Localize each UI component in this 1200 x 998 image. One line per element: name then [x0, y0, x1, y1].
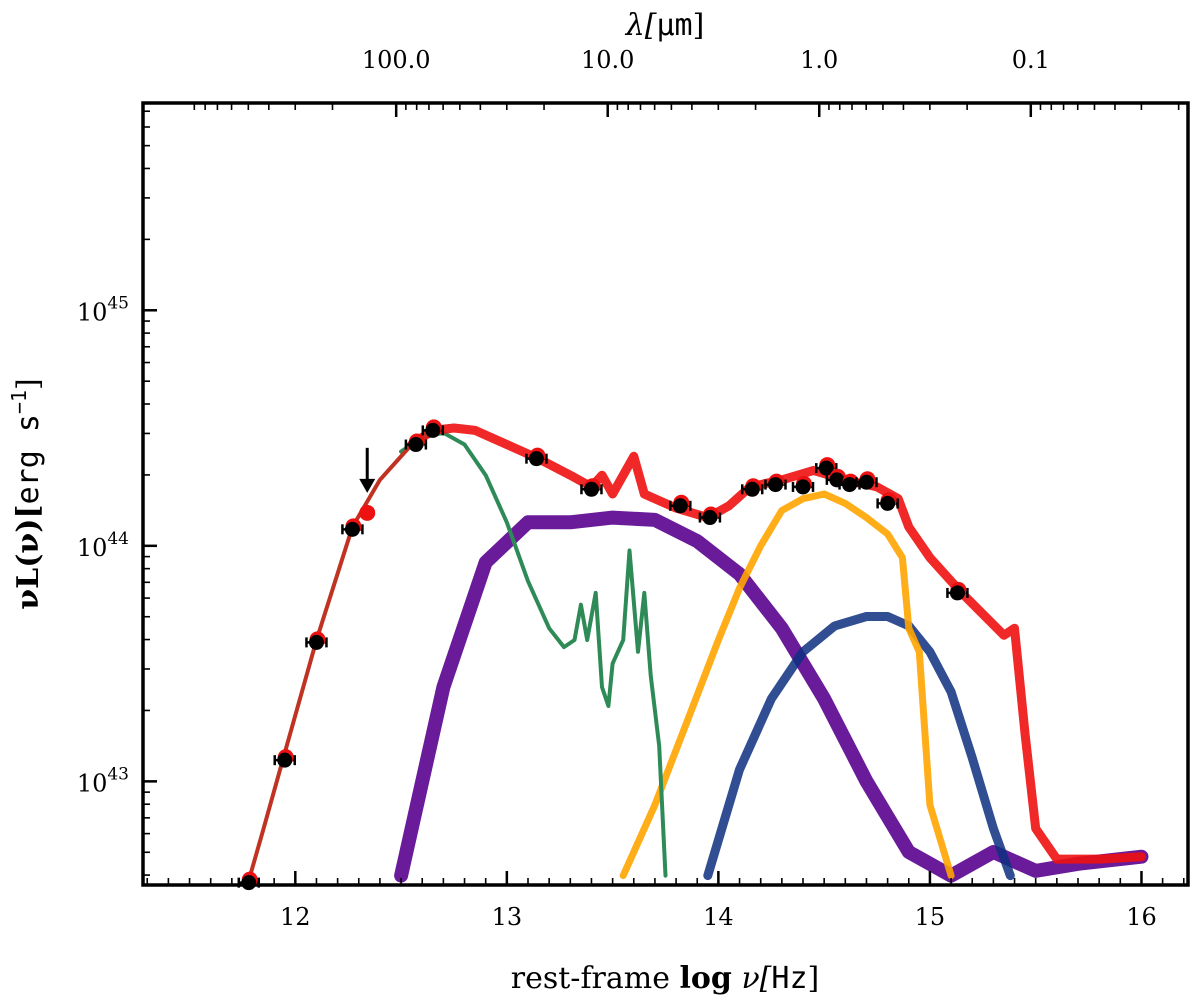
- data-point-marker-18: [949, 585, 965, 601]
- x-axis-title-close: ]: [808, 961, 820, 996]
- data-point-2: [305, 631, 328, 650]
- y-tick-label-exp: 44: [107, 529, 129, 549]
- upper-limit-arrow-head: [359, 478, 376, 493]
- y-axis-title-close: ]: [11, 378, 46, 390]
- top-tick-label-3: 0.1: [1012, 46, 1050, 74]
- data-point-18: [946, 581, 969, 601]
- data-point-13: [815, 457, 838, 476]
- data-point-marker-1: [277, 752, 293, 768]
- x-axis-title-bold: log: [680, 961, 732, 996]
- data-point-6: [525, 447, 548, 467]
- data-point-1: [273, 749, 296, 768]
- series-layer: [246, 423, 1149, 883]
- y-axis-title-unit: erg s: [11, 414, 46, 504]
- x-axis-title-unit: Hz: [771, 961, 807, 996]
- data-point-marker-3: [344, 521, 360, 537]
- y-axis-title-sup: −1: [7, 390, 31, 414]
- data-point-marker-0: [241, 875, 257, 891]
- data-point-10: [740, 478, 764, 497]
- series-total_model: [407, 423, 1146, 864]
- top-tick-label-0: 100.0: [362, 46, 431, 74]
- y-tick-label-exp: 43: [107, 764, 129, 784]
- top-axis-title-close: ]: [693, 8, 705, 43]
- top-tick-label-1: 10.0: [581, 46, 634, 74]
- top-axis-title-unit: μm: [656, 8, 692, 43]
- data-point-7: [580, 478, 603, 497]
- y-tick-label-43: 1043: [77, 764, 129, 797]
- x-tick-label-15: 15: [915, 903, 946, 931]
- x-tick-label-12: 12: [280, 903, 311, 931]
- data-point-marker-8: [672, 498, 688, 514]
- series-bbb_model: [703, 612, 1015, 881]
- plot-frame: [141, 101, 1190, 887]
- y-tick-label-base: 10: [77, 298, 108, 326]
- series-starburst_model: [399, 430, 668, 878]
- data-point-11: [764, 473, 787, 493]
- upper-limit-model-marker: [359, 504, 376, 521]
- x-tick-label-14: 14: [703, 903, 734, 931]
- upper-limit: [359, 447, 376, 521]
- data-point-17: [876, 492, 899, 511]
- y-axis-title: νL(ν)[erg s−1]: [7, 378, 46, 609]
- x-axis-title: rest-frame log ν[Hz]: [511, 961, 819, 996]
- data-point-marker-6: [528, 451, 544, 467]
- data-point-16: [855, 471, 878, 490]
- y-tick-label-base: 10: [77, 534, 108, 562]
- y-tick-label-base: 10: [77, 769, 108, 797]
- data-point-marker-2: [308, 634, 324, 650]
- data-point-3: [341, 518, 364, 537]
- y-tick-label-45: 1045: [77, 293, 129, 326]
- x-axis-title-suffix: ν[: [732, 961, 772, 996]
- data-point-marker-10: [744, 481, 760, 497]
- data-point-marker-4: [408, 437, 424, 453]
- data-point-12: [791, 475, 815, 495]
- points-layer: [237, 419, 969, 891]
- y-tick-label-exp: 45: [107, 293, 129, 313]
- data-point-marker-9: [702, 510, 718, 526]
- top-axis-title: λ[μm]: [625, 8, 705, 43]
- x-tick-label-16: 16: [1126, 903, 1157, 931]
- data-point-9: [698, 506, 722, 526]
- data-point-marker-11: [768, 477, 783, 493]
- top-tick-label-2: 1.0: [800, 46, 838, 74]
- data-point-marker-13: [818, 460, 834, 476]
- data-point-marker-7: [583, 481, 599, 497]
- data-point-0: [237, 871, 261, 891]
- y-axis-title-prefix: νL(ν)[: [11, 504, 46, 609]
- data-point-4: [404, 433, 428, 453]
- data-point-marker-12: [795, 479, 811, 495]
- series-cold_dust_model: [246, 428, 435, 883]
- data-point-marker-17: [880, 495, 896, 511]
- series-stellar_model: [619, 490, 955, 880]
- data-point-5: [421, 419, 445, 438]
- data-point-marker-15: [842, 477, 858, 493]
- data-point-8: [669, 494, 692, 514]
- data-point-marker-16: [858, 474, 874, 490]
- x-tick-label-13: 13: [492, 903, 523, 931]
- data-point-marker-5: [425, 422, 441, 438]
- top-axis-title-prefix: λ[: [625, 8, 657, 43]
- y-tick-label-44: 1044: [77, 529, 129, 562]
- x-axis-title-prefix: rest-frame: [511, 961, 680, 996]
